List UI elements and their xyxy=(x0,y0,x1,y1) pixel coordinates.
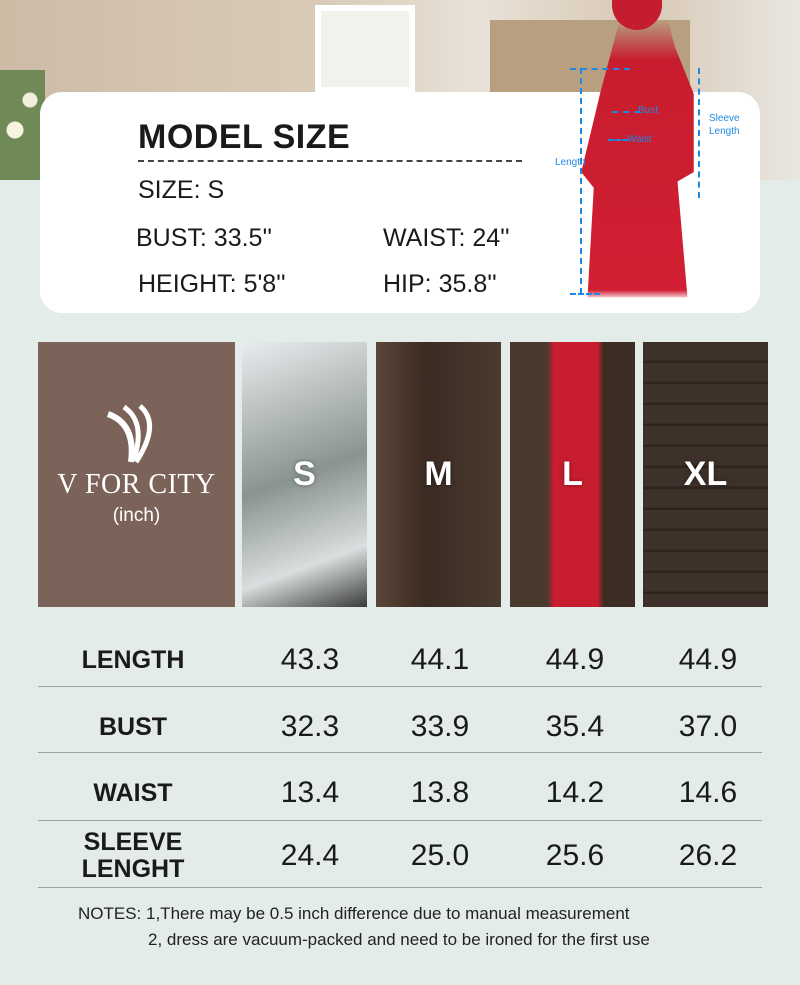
model-waist: WAIST: 24'' xyxy=(383,224,510,252)
cell: 25.0 xyxy=(410,839,470,872)
size-header-s: S xyxy=(242,342,367,607)
cell: 43.3 xyxy=(280,643,340,676)
note-1: NOTES: 1,There may be 0.5 inch differenc… xyxy=(78,904,630,923)
length-label: Length xyxy=(555,157,586,168)
brand-name: V FOR CITY xyxy=(57,469,216,500)
row-label: BUST xyxy=(98,712,168,741)
row-divider xyxy=(38,752,762,753)
cell: 32.3 xyxy=(280,710,340,743)
cell: 44.9 xyxy=(545,643,605,676)
bust-line xyxy=(612,111,640,113)
table-row: WAIST 13.4 13.8 14.2 14.6 xyxy=(38,773,762,813)
brand-logo-icon xyxy=(106,404,153,464)
cell: 44.1 xyxy=(410,643,470,676)
row-label: LENGTH xyxy=(81,645,185,674)
cell: 25.6 xyxy=(545,839,605,872)
divider xyxy=(138,160,522,162)
cell: 44.9 xyxy=(678,643,738,676)
cell: 37.0 xyxy=(678,710,738,743)
bust-label: Bust xyxy=(638,105,659,116)
cell: 13.4 xyxy=(280,776,340,809)
size-header-m: M xyxy=(376,342,501,607)
table-row: BUST 32.3 33.9 35.4 37.0 xyxy=(38,707,762,747)
waist-label: Waist xyxy=(627,134,652,145)
model-hip: HIP: 35.8'' xyxy=(383,270,497,298)
model-height: HEIGHT: 5'8'' xyxy=(138,270,286,298)
cell: 33.9 xyxy=(410,710,470,743)
table-row: SLEEVE LENGHT 24.4 25.0 25.6 26.2 xyxy=(38,828,762,884)
sleeve-measure-line xyxy=(698,68,700,198)
row-label: SLEEVE LENGHT xyxy=(81,828,185,883)
length-top-line xyxy=(570,68,630,70)
roses xyxy=(0,70,45,180)
row-divider xyxy=(38,887,762,888)
brand-panel: V FOR CITY (inch) xyxy=(38,342,235,607)
cell: 14.2 xyxy=(545,776,605,809)
window xyxy=(315,5,415,93)
note-2: 2, dress are vacuum-packed and need to b… xyxy=(148,930,650,949)
row-divider xyxy=(38,686,762,687)
sleeve-length-label: Sleeve Length xyxy=(709,113,740,137)
size-header-xl: XL xyxy=(643,342,768,607)
size-header-l: L xyxy=(510,342,635,607)
cell: 13.8 xyxy=(410,776,470,809)
row-label: WAIST xyxy=(93,778,173,807)
cell: 24.4 xyxy=(280,839,340,872)
model-size-title: MODEL SIZE xyxy=(138,118,351,156)
length-measure-line xyxy=(580,68,582,294)
table-row: LENGTH 43.3 44.1 44.9 44.9 xyxy=(38,640,762,680)
cell: 14.6 xyxy=(678,776,738,809)
unit-label: (inch) xyxy=(112,505,161,526)
model-size: SIZE: S xyxy=(138,176,225,204)
cell: 26.2 xyxy=(678,839,738,872)
row-divider xyxy=(38,820,762,821)
cell: 35.4 xyxy=(545,710,605,743)
model-bust: BUST: 33.5'' xyxy=(136,224,272,252)
length-bottom-line xyxy=(570,293,600,295)
waist-line xyxy=(608,139,628,141)
